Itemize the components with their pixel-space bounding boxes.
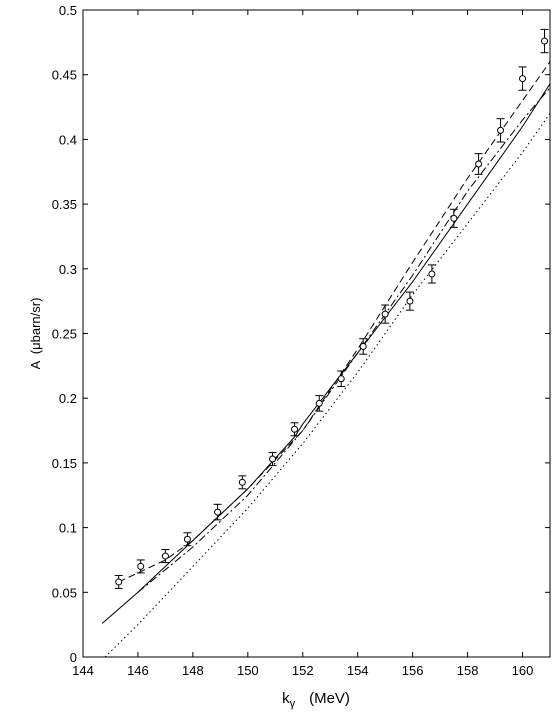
plot-frame: [82, 9, 551, 658]
x-label-unit: (MeV): [309, 690, 350, 707]
x-tick-label: 148: [182, 663, 204, 678]
data-point: [291, 425, 299, 433]
data-point: [497, 126, 505, 134]
data-point: [541, 37, 549, 45]
y-tick-label: 0.5: [59, 3, 77, 18]
y-tick-label: 0.3: [59, 262, 77, 277]
data-point: [315, 399, 323, 407]
data-point: [428, 270, 436, 278]
data-point: [359, 342, 367, 350]
y-tick-label: 0.4: [59, 132, 77, 147]
x-tick-label: 150: [237, 663, 259, 678]
data-point: [475, 160, 483, 168]
data-point: [183, 535, 191, 543]
data-point: [214, 508, 222, 516]
y-tick-label: 0.45: [52, 68, 77, 83]
y-tick-label: 0.35: [52, 197, 77, 212]
x-label-subscript: γ: [290, 698, 296, 710]
data-point: [337, 375, 345, 383]
x-tick-label: 154: [347, 663, 369, 678]
curve: [104, 113, 551, 658]
data-point: [269, 455, 277, 463]
x-tick-label: 160: [512, 663, 534, 678]
y-tick-label: 0.2: [59, 391, 77, 406]
x-axis-label: kγ (MeV): [282, 690, 350, 710]
y-tick-label: 0.05: [52, 585, 77, 600]
data-point: [238, 478, 246, 486]
curve: [137, 87, 551, 593]
x-tick-label: 146: [127, 663, 149, 678]
y-tick-label: 0.1: [59, 521, 77, 536]
y-tick-label: 0.15: [52, 456, 77, 471]
x-tick-label: 156: [402, 663, 424, 678]
data-point: [115, 578, 123, 586]
data-point: [381, 310, 389, 318]
y-tick-label: 0: [70, 650, 77, 665]
data-point: [137, 562, 145, 570]
y-tick-label: 0.25: [52, 327, 77, 342]
data-point: [406, 297, 414, 305]
data-point: [161, 552, 169, 560]
data-point: [450, 214, 458, 222]
curve: [118, 61, 551, 583]
data-point: [519, 75, 527, 83]
x-label-symbol: k: [282, 690, 290, 707]
x-tick-label: 144: [72, 663, 94, 678]
curve: [101, 83, 551, 624]
y-axis-label: A (μbarn/sr): [28, 298, 43, 370]
x-tick-label: 158: [457, 663, 479, 678]
x-tick-label: 152: [292, 663, 314, 678]
